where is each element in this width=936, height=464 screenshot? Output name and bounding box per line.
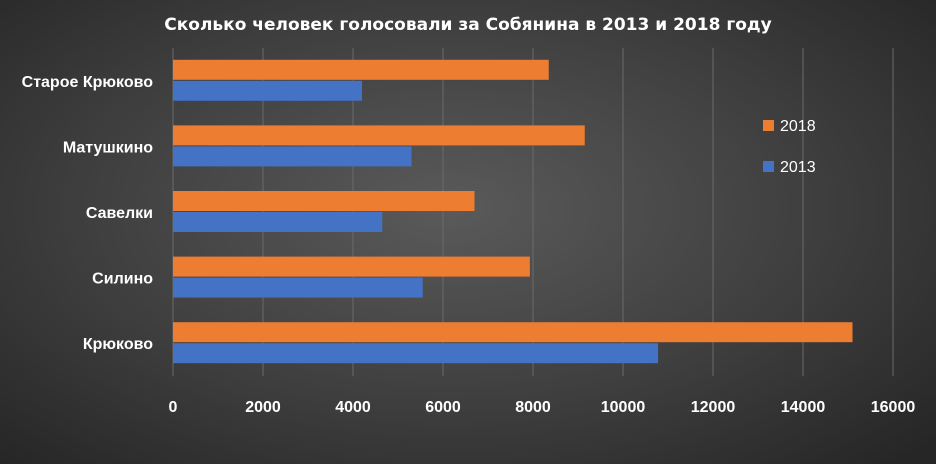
bar-2018 <box>173 59 549 80</box>
x-tick-label: 14000 <box>781 399 826 416</box>
category-labels: Старое Крюково Матушкино Савелки Силино Крюк… <box>22 74 154 353</box>
bar-2013 <box>173 277 423 298</box>
category-label: Крюково <box>83 336 153 353</box>
bar-2013 <box>173 146 412 167</box>
legend-label: 2018 <box>780 118 816 135</box>
x-axis-ticks: 0 2000 4000 6000 8000 10000 12000 14000 16000 <box>169 399 916 416</box>
bar-2018 <box>173 322 853 343</box>
x-tick-label: 2000 <box>245 399 281 416</box>
category-label: Савелки <box>86 205 153 222</box>
x-tick-label: 6000 <box>425 399 461 416</box>
bar-2013 <box>173 80 362 101</box>
chart-title: Сколько человек голосовали за Собянина в… <box>164 15 771 35</box>
bar-2013 <box>173 212 383 232</box>
bar-2013 <box>173 343 659 364</box>
x-tick-label: 0 <box>169 399 178 416</box>
legend-swatch <box>763 161 774 172</box>
x-tick-label: 8000 <box>515 399 551 416</box>
bar-2018 <box>173 125 585 146</box>
x-tick-label: 10000 <box>601 399 646 416</box>
x-tick-label: 16000 <box>871 399 916 416</box>
bar-2018 <box>173 256 530 277</box>
legend-label: 2013 <box>780 159 816 176</box>
category-label: Силино <box>92 271 153 288</box>
bar-2018 <box>173 191 475 211</box>
category-label: Старое Крюково <box>22 74 154 91</box>
x-tick-label: 4000 <box>335 399 371 416</box>
legend: 2018 2013 <box>763 118 816 176</box>
legend-swatch <box>763 120 774 131</box>
x-tick-label: 12000 <box>691 399 736 416</box>
gridlines <box>172 48 894 376</box>
bars <box>173 59 853 364</box>
category-label: Матушкино <box>63 139 153 156</box>
